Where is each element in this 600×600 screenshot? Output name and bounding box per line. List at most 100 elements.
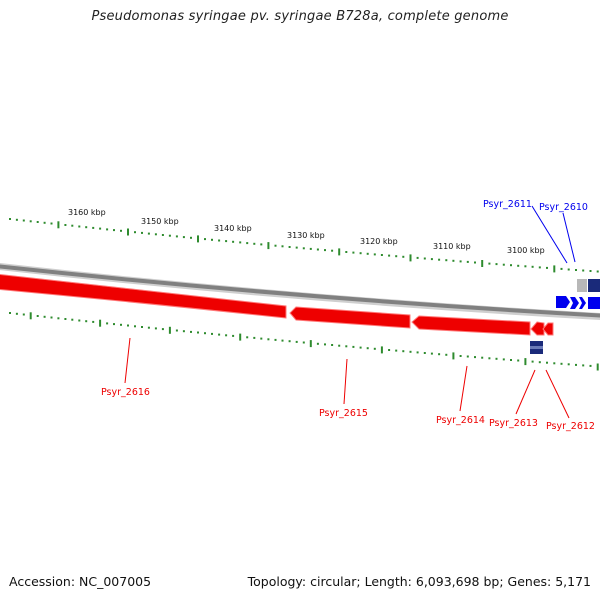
minor-tick <box>182 330 185 333</box>
minor-tick <box>64 224 67 226</box>
gene-arrow[interactable] <box>556 296 570 308</box>
scale-label: 3140 kbp <box>214 224 252 233</box>
minor-tick <box>575 363 577 366</box>
minor-tick <box>295 246 298 249</box>
minor-tick <box>560 362 563 365</box>
minor-tick <box>582 269 585 272</box>
minor-tick <box>388 254 391 257</box>
minor-tick <box>134 325 136 328</box>
minor-tick <box>502 263 505 266</box>
scale-label: 3130 kbp <box>287 231 325 240</box>
minor-tick <box>466 260 469 263</box>
scale-labels: 3160 kbp 3150 kbp 3140 kbp 3130 kbp 3120… <box>68 208 545 255</box>
gene-label-psyr-2615[interactable]: Psyr_2615 <box>319 408 368 419</box>
minor-tick <box>211 332 213 335</box>
minor-tick <box>466 355 469 358</box>
minor-tick <box>246 242 249 245</box>
gene-arrow[interactable] <box>588 297 600 309</box>
label-leader <box>531 205 568 264</box>
minor-tick <box>345 251 348 253</box>
gene-arrow-psyr-2613[interactable] <box>530 321 545 336</box>
minor-tick <box>99 227 102 230</box>
minor-tick <box>218 333 221 336</box>
minor-tick <box>352 345 355 348</box>
minor-tick <box>43 315 46 318</box>
minor-tick <box>9 312 11 314</box>
minor-tick <box>531 360 534 363</box>
minor-tick <box>260 337 263 340</box>
minor-tick <box>302 247 305 250</box>
minor-tick <box>445 259 448 262</box>
gene-arrow-psyr-2612[interactable] <box>542 322 554 336</box>
minor-tick <box>92 226 95 229</box>
accession-label: Accession: NC_007005 <box>9 574 152 589</box>
minor-tick <box>582 364 585 367</box>
minor-tick <box>345 345 348 348</box>
minor-tick <box>380 254 383 256</box>
minor-tick <box>225 334 228 337</box>
minor-tick <box>366 252 369 255</box>
minor-tick <box>274 244 277 247</box>
gene-label-psyr-2614[interactable]: Psyr_2614 <box>436 415 485 426</box>
minor-tick <box>147 232 150 235</box>
minor-tick <box>71 224 74 227</box>
genome-backbone <box>0 264 600 318</box>
gene-arrow[interactable] <box>579 297 586 309</box>
gene-arrow-psyr-2614[interactable] <box>411 315 531 336</box>
minor-tick <box>395 349 398 352</box>
minor-tick <box>211 238 213 241</box>
major-tick <box>481 260 484 267</box>
minor-tick <box>260 243 263 246</box>
minor-tick <box>134 231 136 234</box>
label-leader <box>124 337 131 384</box>
gene-label-psyr-2610[interactable]: Psyr_2610 <box>539 202 588 213</box>
minor-tick <box>64 318 67 320</box>
gene-label-psyr-2616[interactable]: Psyr_2616 <box>101 387 150 398</box>
minor-tick <box>127 324 129 327</box>
minor-tick <box>141 231 143 234</box>
minor-tick <box>50 222 53 225</box>
minor-tick <box>546 266 548 269</box>
minor-tick <box>71 318 74 321</box>
minor-tick <box>204 332 206 335</box>
minor-tick <box>36 315 39 317</box>
feature-box <box>577 279 587 292</box>
minor-tick <box>416 256 419 259</box>
gene-label-psyr-2613[interactable]: Psyr_2613 <box>489 418 538 429</box>
gene-arrow-psyr-2616[interactable] <box>0 274 287 319</box>
minor-tick <box>309 247 312 250</box>
minor-tick <box>538 266 541 269</box>
minor-tick <box>474 356 476 359</box>
label-leader <box>343 358 348 405</box>
major-tick <box>380 346 383 354</box>
minor-tick <box>246 336 249 339</box>
minor-tick <box>474 261 476 264</box>
minor-tick <box>225 240 228 243</box>
minor-tick <box>182 236 185 239</box>
minor-tick <box>459 260 462 263</box>
minor-tick <box>168 234 171 237</box>
scale-label: 3100 kbp <box>507 246 545 255</box>
gene-arrow-psyr-2615[interactable] <box>289 306 411 329</box>
minor-tick <box>43 221 46 224</box>
major-tick <box>452 352 455 360</box>
gene-label-psyr-2611[interactable]: Psyr_2611 <box>483 199 532 210</box>
minor-tick <box>288 246 291 248</box>
gene-label-psyr-2612[interactable]: Psyr_2612 <box>546 421 595 432</box>
minor-tick <box>531 265 534 268</box>
minor-tick <box>575 269 577 271</box>
minor-tick <box>190 330 192 333</box>
minor-tick <box>488 357 491 360</box>
minor-tick <box>36 221 39 223</box>
minor-tick <box>596 270 599 273</box>
minor-tick <box>147 326 150 329</box>
minor-tick <box>438 353 441 356</box>
minor-tick <box>274 338 277 341</box>
minor-tick <box>175 329 178 332</box>
gene-arrow[interactable] <box>570 297 579 309</box>
minor-tick <box>495 357 498 360</box>
map-title: Pseudomonas syringae pv. syringae B728a,… <box>91 9 509 24</box>
minor-tick <box>423 352 426 354</box>
minor-tick <box>524 265 527 268</box>
